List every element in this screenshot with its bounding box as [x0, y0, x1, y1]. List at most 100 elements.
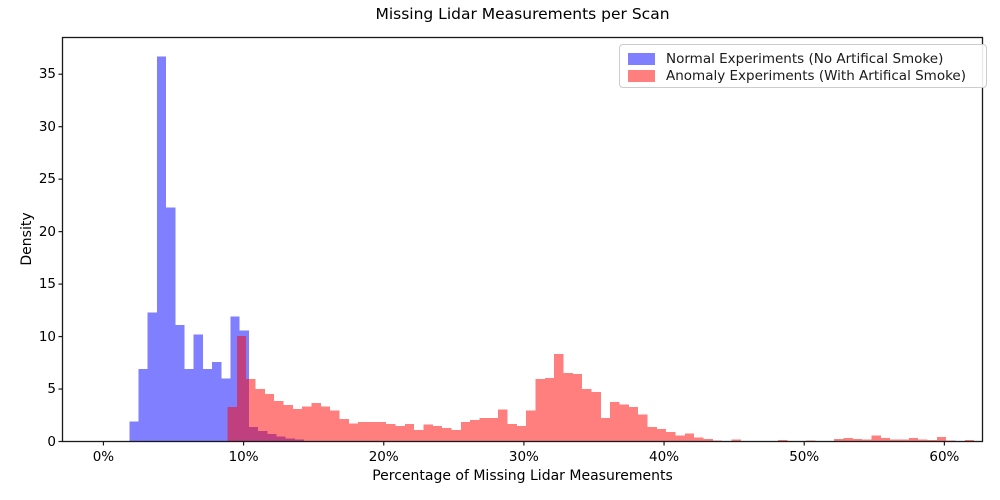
legend-item-normal: Normal Experiments (No Artifical Smoke)	[628, 50, 978, 67]
histogram-bar	[619, 404, 629, 442]
histogram-bar	[460, 421, 471, 442]
histogram-bar	[423, 424, 433, 442]
histogram-bar	[591, 392, 601, 442]
histogram-bar	[964, 439, 975, 442]
histogram-bar	[227, 406, 237, 442]
histogram-bar	[703, 438, 713, 442]
histogram-bar	[147, 312, 157, 442]
x-tick-label: 0%	[92, 449, 115, 465]
y-tick-label: 30	[38, 118, 56, 135]
histogram-bar	[544, 377, 555, 442]
histogram-bar	[731, 439, 741, 442]
histogram-bar	[516, 426, 527, 442]
legend-label-normal: Normal Experiments (No Artifical Smoke)	[666, 50, 944, 67]
histogram-bar	[918, 439, 928, 442]
histogram-bar	[175, 325, 185, 442]
y-tick-label: 15	[38, 276, 56, 293]
histogram-bar	[610, 402, 620, 442]
histogram-bar	[339, 418, 349, 442]
y-tick-label: 20	[38, 223, 56, 240]
histogram-bar	[507, 423, 517, 442]
histogram-bar	[386, 423, 396, 442]
histogram-bar	[283, 404, 293, 442]
y-tick-label: 35	[38, 66, 56, 83]
histogram-bar	[156, 56, 167, 442]
legend-swatch-anomaly	[628, 69, 655, 82]
histogram-bar	[414, 430, 424, 442]
histogram-bar	[638, 414, 648, 442]
histogram-bar	[246, 379, 256, 442]
histogram-bar	[582, 388, 592, 442]
histogram-bar	[656, 428, 667, 442]
histogram-bar	[862, 439, 872, 442]
legend: Normal Experiments (No Artifical Smoke) …	[619, 44, 987, 88]
histogram-bar	[255, 389, 265, 442]
histogram-bar	[451, 430, 461, 442]
histogram-bar	[871, 435, 881, 442]
histogram-bar	[880, 437, 891, 442]
axis-spines	[61, 36, 984, 443]
histogram-bar	[666, 432, 676, 442]
x-tick-label: 10%	[228, 449, 259, 465]
histogram-bar	[184, 369, 194, 442]
histogram-bar	[320, 406, 331, 442]
y-tick-label: 5	[47, 381, 56, 398]
x-tick-label: 50%	[789, 449, 820, 465]
histogram-bar	[202, 369, 213, 442]
histogram-bar	[193, 334, 203, 442]
histogram-bar	[936, 437, 947, 442]
histogram-bar	[230, 316, 240, 442]
histogram-bar	[404, 423, 415, 442]
x-tick-label: 20%	[368, 449, 399, 465]
histogram-bar	[647, 427, 657, 442]
histogram-bar	[572, 373, 583, 442]
histogram-bar	[694, 437, 704, 442]
x-axis-label: Percentage of Missing Lidar Measurements	[372, 468, 673, 484]
histogram-bar	[908, 438, 919, 442]
histogram-bar	[221, 378, 231, 442]
histogram-bar	[330, 410, 340, 442]
histogram-bar	[535, 378, 545, 442]
histogram-bar	[563, 373, 573, 442]
histogram-bar	[274, 401, 284, 442]
histogram-bar	[212, 361, 222, 442]
y-tick-label: 25	[38, 171, 56, 188]
x-tick-label: 40%	[649, 449, 680, 465]
histogram-bar	[367, 422, 377, 442]
chart-title: Missing Lidar Measurements per Scan	[375, 5, 670, 23]
histogram-bar	[358, 422, 368, 442]
histogram-bar	[395, 426, 405, 442]
histogram-bar	[264, 393, 275, 442]
histogram-bar	[927, 439, 937, 442]
histogram-bar	[852, 438, 863, 442]
legend-swatch-normal	[628, 52, 655, 65]
histogram-bar	[778, 439, 788, 442]
histogram-bar	[302, 406, 312, 442]
histogram-bar	[236, 336, 247, 442]
histogram-bar	[498, 409, 508, 442]
histogram-bar	[834, 438, 844, 442]
histogram-bar	[470, 419, 480, 442]
x-tick-label: 30%	[508, 449, 539, 465]
legend-item-anomaly: Anomaly Experiments (With Artifical Smok…	[628, 67, 978, 84]
histogram-bar	[488, 417, 499, 442]
y-tick-label: 10	[38, 328, 56, 345]
histogram-bar	[442, 428, 452, 442]
histogram-bar	[628, 407, 639, 442]
histogram-bar	[166, 207, 176, 442]
histogram-bar	[348, 423, 359, 442]
histogram-bar	[432, 426, 443, 442]
histogram-bar	[899, 439, 909, 442]
y-tick-label: 0	[47, 433, 56, 450]
histogram-bar	[138, 369, 148, 442]
legend-label-anomaly: Anomaly Experiments (With Artifical Smok…	[666, 67, 966, 84]
histogram-bar	[554, 353, 564, 442]
histogram-bar	[376, 421, 387, 442]
histogram-bar	[526, 410, 536, 442]
histogram-bar	[600, 417, 611, 442]
histogram-bar	[843, 438, 853, 442]
histogram-bar	[292, 408, 303, 442]
histogram-bar	[129, 421, 139, 442]
